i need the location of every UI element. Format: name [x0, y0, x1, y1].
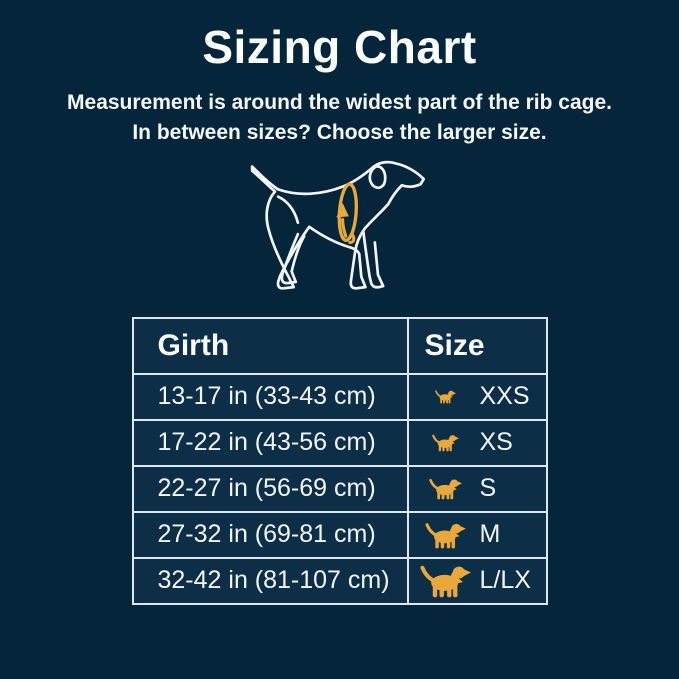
dog-silhouette-s-icon	[417, 477, 475, 500]
size-value-cell: L/LX	[406, 556, 548, 605]
subtitle-line-2: In between sizes? Choose the larger size…	[132, 121, 547, 145]
table-row: 22-27 in (56-69 cm) S	[131, 464, 548, 513]
up-arrow-icon	[335, 202, 349, 218]
size-label: XS	[479, 428, 513, 457]
size-value-cell: XS	[406, 418, 548, 467]
table-row: 17-22 in (43-56 cm) XS	[131, 418, 548, 467]
measuring-tape-loop	[335, 182, 358, 244]
table-header-row: Girth Size	[131, 316, 548, 375]
size-label: S	[479, 474, 497, 503]
dog-outline-icon	[250, 160, 425, 290]
size-value-cell: XXS	[406, 372, 548, 421]
size-label: M	[479, 520, 501, 549]
girth-value: 17-22 in (43-56 cm)	[131, 418, 409, 467]
girth-column-header: Girth	[131, 316, 409, 375]
sizing-table: Girth Size 13-17 in (33-43 cm) XXS 17-22…	[131, 316, 548, 605]
size-value-cell: M	[406, 510, 548, 559]
dog-silhouette-m-icon	[417, 521, 475, 549]
table-row: 32-42 in (81-107 cm) L/LX	[131, 556, 548, 605]
size-value-cell: S	[406, 464, 548, 513]
dog-measurement-illustration	[249, 153, 431, 307]
dog-silhouette-llx-icon	[417, 563, 475, 598]
size-column-header: Size	[406, 316, 548, 375]
dog-silhouette-xxs-icon	[417, 389, 475, 404]
subtitle: Measurement is around the widest part of…	[0, 88, 679, 149]
girth-value: 27-32 in (69-81 cm)	[131, 510, 409, 559]
page-title: Sizing Chart	[202, 21, 477, 73]
girth-value: 32-42 in (81-107 cm)	[131, 556, 409, 605]
size-label: L/LX	[479, 566, 531, 595]
girth-value: 13-17 in (33-43 cm)	[131, 372, 409, 421]
dog-silhouette-xs-icon	[417, 433, 475, 452]
size-label: XXS	[479, 382, 530, 411]
table-row: 13-17 in (33-43 cm) XXS	[131, 372, 548, 421]
subtitle-line-1: Measurement is around the widest part of…	[67, 91, 612, 114]
girth-value: 22-27 in (56-69 cm)	[131, 464, 409, 513]
table-row: 27-32 in (69-81 cm) M	[131, 510, 548, 559]
